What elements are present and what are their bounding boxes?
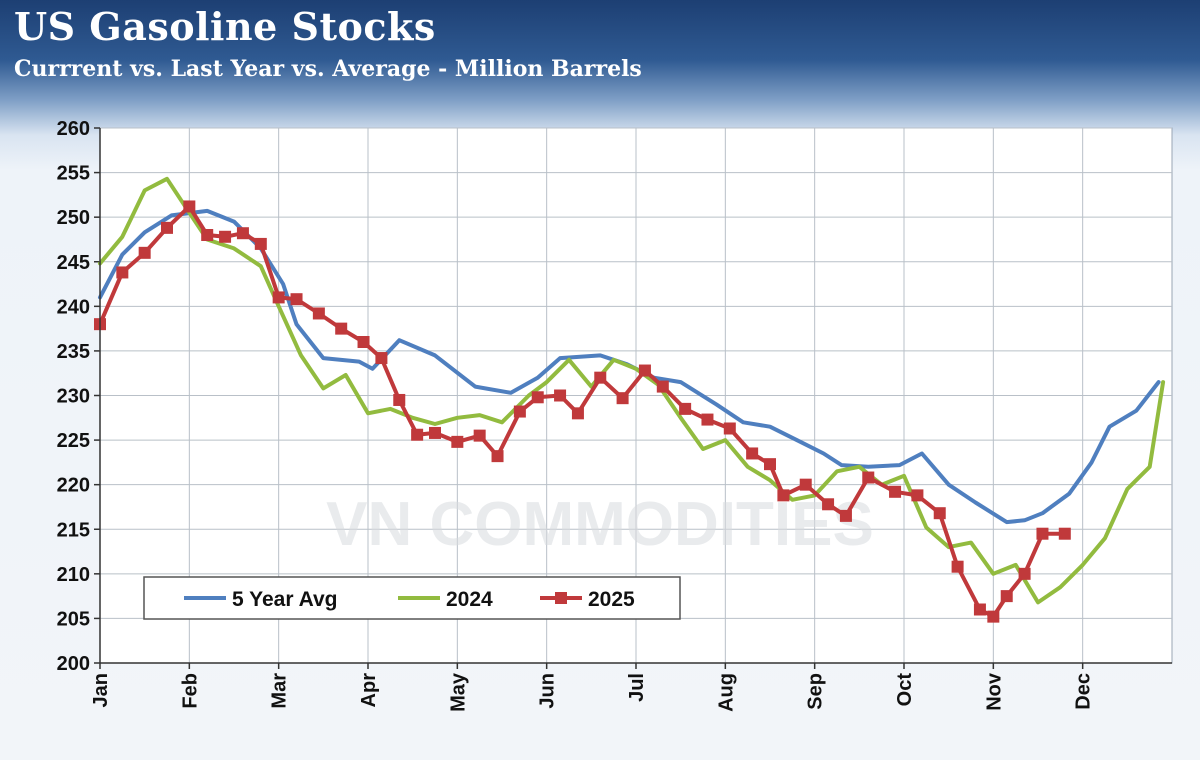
data-point-2025	[491, 450, 504, 463]
y-axis-ticks: 200 205 210 215 220 225 230 235 240 245 250 255 260	[57, 118, 100, 675]
chart-title: US Gasoline Stocks	[14, 4, 436, 49]
data-point-2025	[1058, 527, 1071, 540]
x-tick-label: Jul	[626, 673, 648, 702]
data-point-2025	[723, 422, 736, 435]
y-tick-label: 210	[57, 564, 90, 586]
y-tick-label: 200	[57, 653, 90, 675]
x-tick-label: Feb	[179, 673, 201, 709]
x-axis-ticks: Jan Feb Mar Apr May Jun Jul Aug Sep Oct Nov Dec	[90, 663, 1095, 712]
data-point-2025	[616, 392, 629, 405]
x-tick-label: Jun	[537, 673, 559, 709]
data-point-2025	[254, 237, 267, 250]
data-point-2025	[357, 336, 370, 348]
data-point-2025	[531, 391, 544, 404]
data-point-2025	[764, 458, 776, 471]
x-tick-label: Sep	[805, 673, 827, 710]
data-point-2025	[1000, 590, 1013, 603]
legend-label-2025: 2025	[588, 588, 635, 611]
data-point-2025	[290, 293, 303, 306]
data-point-2025	[571, 407, 584, 420]
data-point-2025	[638, 364, 651, 377]
data-point-2025	[889, 485, 902, 498]
x-tick-label: Oct	[894, 673, 916, 707]
data-point-2025	[777, 489, 790, 502]
data-point-2025	[116, 266, 129, 279]
data-point-2025	[201, 229, 214, 241]
legend-label-avg: 5 Year Avg	[232, 588, 337, 611]
data-point-2025	[513, 405, 526, 418]
watermark: VN COMMODITIES	[326, 490, 874, 559]
y-tick-label: 260	[57, 118, 90, 140]
y-tick-label: 255	[57, 163, 90, 185]
series-line-2024	[98, 176, 1166, 605]
series-lines	[94, 176, 1166, 623]
data-point-2025	[799, 478, 812, 491]
legend-label-2024: 2024	[446, 588, 493, 611]
data-point-2025	[272, 291, 285, 304]
data-point-2025	[335, 322, 348, 335]
data-point-2025	[411, 428, 424, 441]
data-point-2025	[473, 429, 486, 442]
chart-subtitle: Currrent vs. Last Year vs. Average - Mil…	[14, 56, 642, 82]
x-tick-label: Aug	[715, 673, 737, 712]
data-point-2025	[236, 227, 249, 240]
data-point-2025	[554, 389, 567, 402]
data-point-2025	[219, 230, 232, 243]
data-point-2025	[161, 221, 173, 234]
data-point-2025	[862, 471, 875, 484]
legend: 5 Year Avg 2024 2025	[143, 576, 681, 620]
x-tick-label: Jan	[90, 673, 112, 707]
y-tick-label: 240	[57, 296, 90, 318]
y-tick-label: 230	[57, 386, 90, 408]
data-point-2025	[429, 426, 441, 439]
x-tick-label: May	[447, 672, 469, 712]
data-point-2025	[1018, 567, 1031, 580]
y-tick-label: 235	[57, 341, 90, 363]
data-point-2025	[973, 603, 986, 616]
y-tick-label: 245	[57, 252, 90, 274]
data-point-2025	[679, 402, 692, 415]
data-point-2025	[375, 352, 388, 365]
data-point-2025	[746, 447, 759, 460]
legend-marker-2025	[555, 592, 567, 604]
y-tick-label: 225	[57, 430, 90, 452]
data-point-2025	[839, 509, 852, 522]
data-point-2025	[594, 371, 607, 384]
x-tick-label: Mar	[269, 673, 291, 709]
x-tick-label: Apr	[358, 673, 380, 708]
data-point-2025	[701, 413, 714, 426]
data-point-2025	[183, 200, 196, 213]
y-tick-label: 220	[57, 475, 90, 497]
y-tick-label: 250	[57, 207, 90, 229]
data-point-2025	[911, 489, 924, 502]
data-point-2025	[933, 507, 946, 520]
data-point-2025	[451, 435, 464, 448]
data-point-2025	[951, 560, 964, 573]
data-point-2025	[1036, 527, 1049, 540]
data-point-2025	[312, 307, 325, 320]
data-point-2025	[393, 393, 406, 406]
y-tick-label: 205	[57, 608, 90, 630]
data-point-2025	[822, 498, 835, 511]
data-point-2025	[138, 246, 151, 259]
y-tick-label: 215	[57, 519, 90, 541]
x-tick-label: Dec	[1073, 673, 1095, 710]
data-point-2025	[987, 610, 1000, 623]
x-tick-label: Nov	[983, 672, 1005, 711]
data-point-2025	[656, 380, 669, 393]
